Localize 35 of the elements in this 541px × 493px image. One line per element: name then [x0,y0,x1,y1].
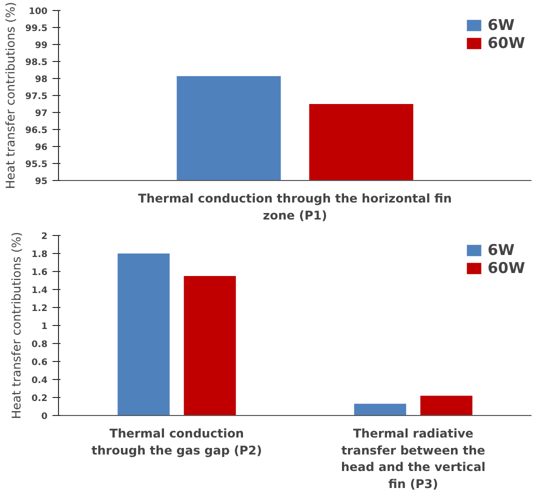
legend-label: 6W [488,16,515,34]
x-tick-label: Thermal conduction through the gas gap (P2) [92,426,262,458]
y-tick-label: 1.4 [32,286,48,296]
y-tick-label: 100 [28,7,48,17]
y-tick-label: 95.5 [25,160,48,170]
y-tick-label: 0.4 [32,376,48,386]
y-tick-label: 98 [34,75,48,85]
y-axis-title: Heat transfer contributions (%) [10,232,24,420]
y-tick-label: 1.2 [32,304,48,314]
x-tick-label: Thermal conduction through the horizontal fin zone (P1) [138,192,452,222]
bar [354,404,406,416]
bar [420,396,472,416]
y-tick-label: 97 [34,109,48,119]
bar [184,276,236,416]
y-tick-label: 99 [34,41,48,51]
y-tick-label: 0.2 [32,394,48,404]
legend-label: 60W [488,34,525,52]
y-tick-label: 99.5 [25,24,48,34]
y-tick-label: 0.8 [32,340,48,350]
y-tick-label: 98.5 [25,58,48,68]
y-tick-label: 0.6 [32,358,48,368]
y-tick-label: 0 [41,412,48,422]
x-tick-label: Thermal radiative transfer between the head and the vertical fin (P3) [340,426,486,491]
y-axis-title: Heat transfer contributions (%) [3,2,18,190]
legend-label: 6W [488,241,515,259]
legend-label: 60W [488,259,525,277]
y-tick-label: 1 [41,322,48,332]
y-tick-label: 95 [34,177,48,187]
y-tick-label: 1.6 [32,268,48,278]
bar [118,254,170,416]
y-tick-label: 1.8 [32,250,48,260]
y-tick-label: 96 [34,143,48,153]
y-tick-label: 96.5 [25,126,48,136]
y-tick-label: 2 [41,232,48,242]
y-tick-label: 97.5 [25,92,48,102]
